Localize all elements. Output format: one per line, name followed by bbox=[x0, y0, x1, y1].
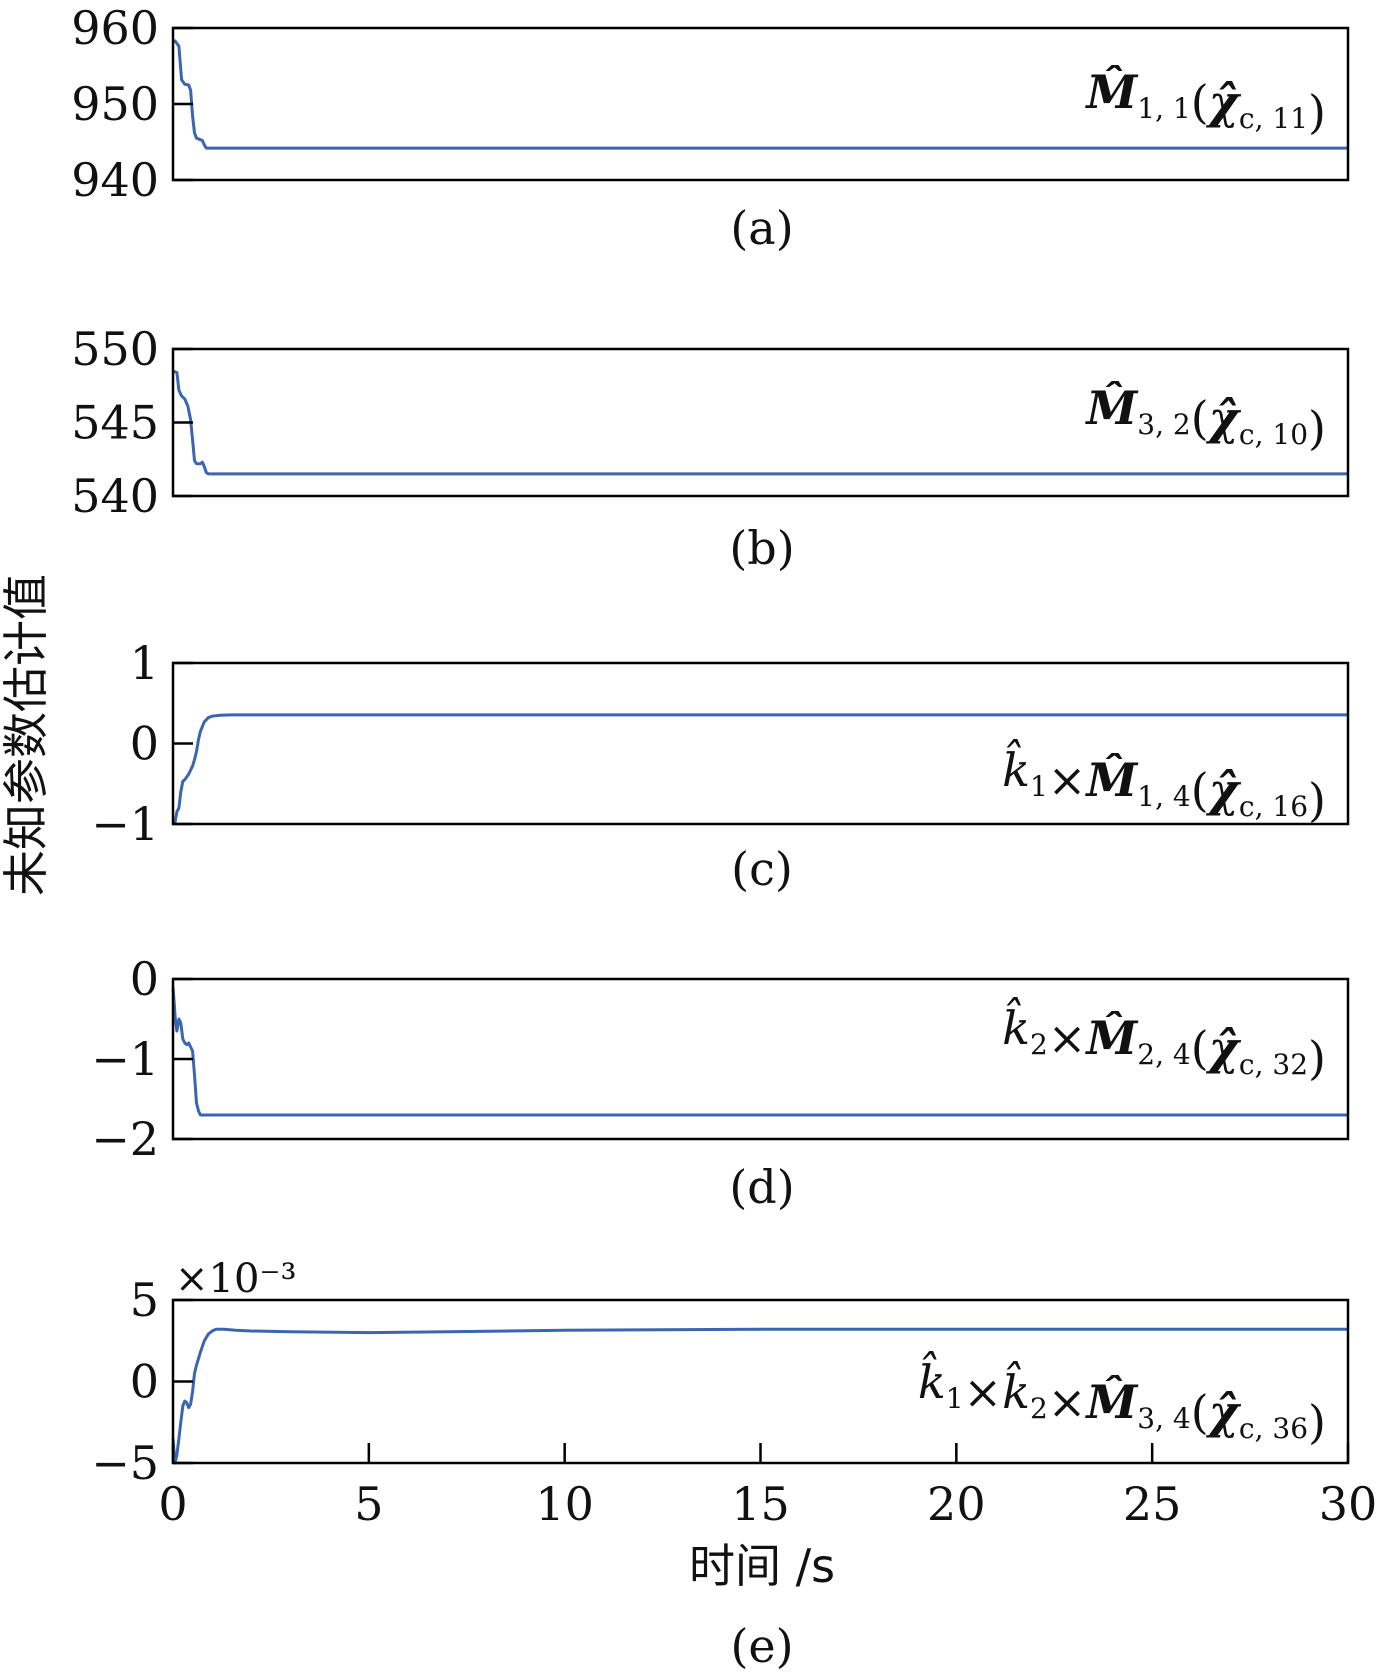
y-tick-label: 950 bbox=[71, 77, 159, 131]
panel-a: 940 950 960 M̂1, 1(χ̂c, 11) (a) bbox=[71, 1, 1350, 255]
y-tick-label: 0 bbox=[130, 1355, 159, 1409]
x-tick-label: 10 bbox=[535, 1477, 594, 1531]
panel-caption: (b) bbox=[729, 521, 794, 575]
panel-caption: (c) bbox=[731, 842, 793, 896]
y-tick-label: −2 bbox=[91, 1112, 159, 1166]
panel-c: −1 0 1 k̂1×M̂1, 4(χ̂c, 16) (c) bbox=[91, 636, 1350, 896]
y-tick-label: 960 bbox=[71, 1, 159, 55]
x-tick-label: 30 bbox=[1319, 1477, 1378, 1531]
x-tick-label: 20 bbox=[927, 1477, 986, 1531]
y-tick-label: 940 bbox=[71, 153, 159, 207]
x-tick-label: 0 bbox=[158, 1477, 187, 1531]
y-tick-label: 540 bbox=[71, 469, 159, 523]
panel-d: −2 −1 0 k̂2×M̂2, 4(χ̂c, 32) (d) bbox=[91, 952, 1350, 1214]
series-annotation: k̂2×M̂2, 4(χ̂c, 32) bbox=[1002, 996, 1326, 1085]
series-line bbox=[171, 1327, 1348, 1465]
panel-caption: (a) bbox=[730, 201, 793, 255]
x-axis-ticks: 0 5 10 15 20 25 30 bbox=[158, 1443, 1377, 1531]
series-annotation: M̂3, 2(χ̂c, 10) bbox=[1084, 381, 1326, 455]
x-axis-title: 时间 /s bbox=[689, 1539, 835, 1593]
panel-caption: (d) bbox=[729, 1160, 794, 1214]
plot-frame bbox=[171, 1298, 1350, 1465]
y-axis-title: 未知参数估计值 bbox=[0, 574, 53, 896]
y-tick-label: 5 bbox=[130, 1273, 159, 1327]
series-line bbox=[171, 986, 1348, 1117]
y-tick-label: 545 bbox=[71, 396, 159, 450]
y-tick-label: 550 bbox=[71, 322, 159, 376]
x-tick-label: 5 bbox=[354, 1477, 383, 1531]
series-annotation: k̂1×k̂2×M̂3, 4(χ̂c, 36) bbox=[918, 1350, 1326, 1449]
series-annotation: M̂1, 1(χ̂c, 11) bbox=[1084, 65, 1326, 139]
y-tick-label: −5 bbox=[91, 1436, 159, 1490]
panel-caption: (e) bbox=[730, 1619, 793, 1673]
y-tick-label: 1 bbox=[130, 636, 159, 690]
y-tick-label: 0 bbox=[130, 952, 159, 1006]
y-tick-label: 0 bbox=[130, 717, 159, 771]
series-annotation: k̂1×M̂1, 4(χ̂c, 16) bbox=[1002, 738, 1326, 827]
series-line bbox=[172, 39, 1348, 150]
series-line bbox=[171, 713, 1348, 824]
x-tick-label: 15 bbox=[731, 1477, 790, 1531]
panel-b: 540 545 550 M̂3, 2(χ̂c, 10) (b) bbox=[71, 322, 1350, 575]
multiplier-label: ×10⁻³ bbox=[175, 1256, 297, 1302]
series-line bbox=[172, 369, 1348, 476]
x-tick-label: 25 bbox=[1123, 1477, 1182, 1531]
y-tick-label: −1 bbox=[91, 797, 159, 851]
y-tick-label: −1 bbox=[91, 1032, 159, 1086]
